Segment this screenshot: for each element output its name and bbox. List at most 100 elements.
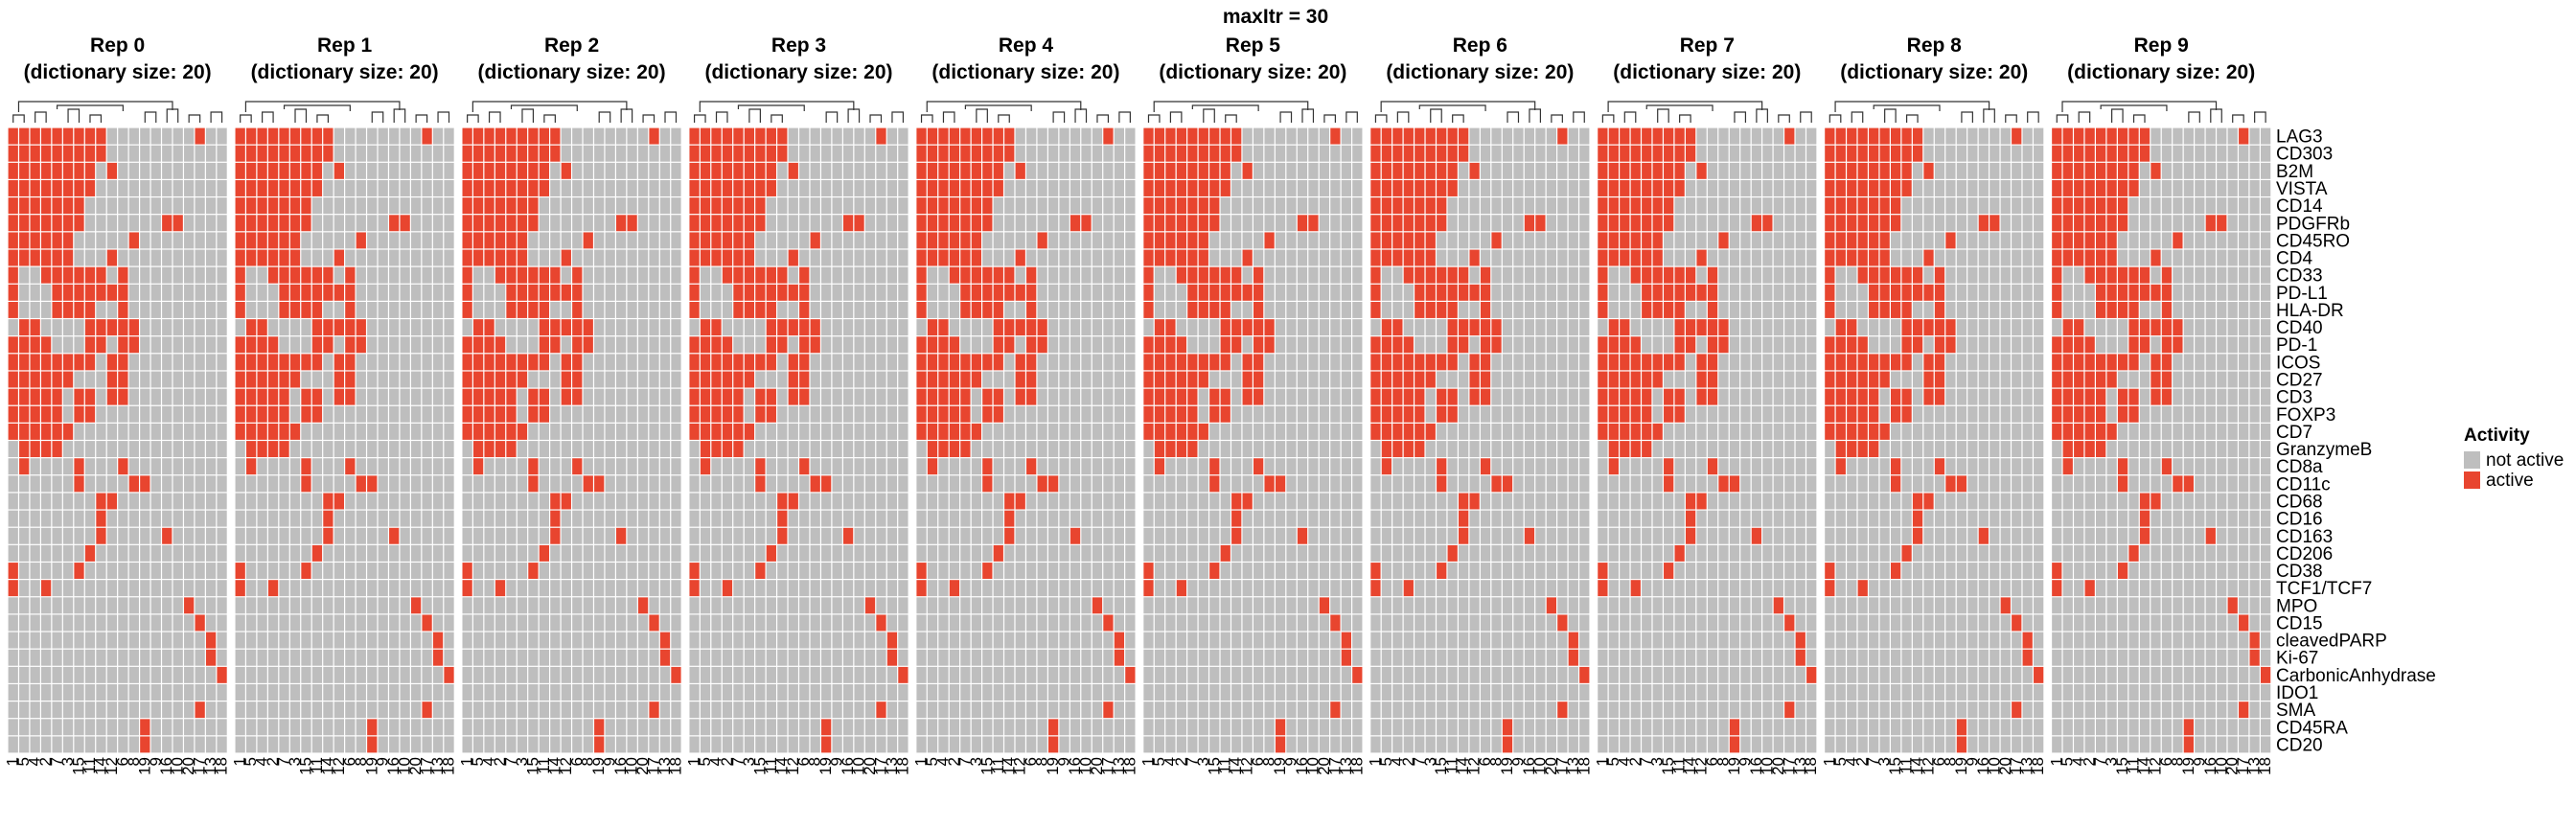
heatmap-cell [217, 666, 227, 683]
heatmap-cell [722, 684, 733, 701]
heatmap-cell [1392, 266, 1403, 284]
heatmap-cell [1198, 423, 1208, 440]
heatmap-cell [627, 580, 637, 597]
heatmap-cell [19, 215, 30, 232]
heatmap-cell [1231, 649, 1242, 666]
heatmap-cell [128, 684, 139, 701]
heatmap-cell [462, 215, 472, 232]
heatmap-cell [1524, 319, 1535, 336]
heatmap-cell [494, 719, 506, 736]
heatmap-cell [8, 580, 18, 597]
heatmap-cell [444, 145, 454, 162]
heatmap-cell [410, 475, 422, 493]
heatmap-cell [422, 493, 432, 510]
heatmap-cell [1047, 493, 1059, 510]
heatmap-cell [993, 249, 1003, 266]
heatmap-cell [1381, 266, 1392, 284]
column-label: 14 [772, 757, 791, 775]
heatmap-cell [1037, 632, 1047, 649]
heatmap-cell [62, 336, 74, 354]
heatmap-cell [637, 597, 649, 614]
heatmap-cell [257, 563, 267, 580]
heatmap-cell [1502, 371, 1513, 388]
heatmap-cell [627, 127, 637, 145]
heatmap-cell [217, 475, 227, 493]
heatmap-cell [1414, 336, 1425, 354]
heatmap-cell [19, 423, 30, 440]
heatmap-cell [1308, 580, 1319, 597]
heatmap-cell [323, 162, 334, 179]
heatmap-cell [777, 702, 788, 719]
heatmap-cell [172, 441, 183, 458]
heatmap-cell [766, 702, 776, 719]
heatmap-cell [205, 405, 217, 423]
heatmap-cell [484, 632, 494, 649]
heatmap-cell [1254, 544, 1264, 562]
heatmap-cell [279, 405, 289, 423]
heatmap-cell [1176, 127, 1187, 145]
heatmap-cell [400, 510, 410, 527]
heatmap-cell [1535, 405, 1546, 423]
heatmap-cell [19, 614, 30, 632]
heatmap-cell [1125, 319, 1136, 336]
heatmap-cell [74, 580, 84, 597]
heatmap-cell [1264, 388, 1275, 405]
heatmap-cell [1341, 649, 1351, 666]
heatmap-cell [367, 215, 378, 232]
heatmap-cell [637, 736, 649, 753]
heatmap-cell [1004, 544, 1015, 562]
heatmap-cell [886, 493, 898, 510]
heatmap-cell [938, 371, 949, 388]
heatmap-cell [1209, 423, 1220, 440]
heatmap-cell [949, 649, 960, 666]
heatmap-cell [1502, 301, 1513, 318]
heatmap-cell [733, 614, 744, 632]
heatmap-cell [1092, 249, 1103, 266]
heatmap-cell [1081, 632, 1092, 649]
heatmap-cell [1047, 580, 1059, 597]
heatmap-cell [1198, 301, 1208, 318]
heatmap-cell [1447, 441, 1458, 458]
heatmap-cell [1513, 162, 1524, 179]
column-label: 5 [923, 757, 941, 766]
heatmap-cell [494, 232, 506, 249]
heatmap-cell [1114, 388, 1125, 405]
heatmap-cell [842, 614, 854, 632]
heatmap-cell [1437, 249, 1447, 266]
heatmap-cell [334, 388, 344, 405]
heatmap-cell [323, 284, 334, 301]
heatmap-cell [62, 614, 74, 632]
heatmap-cell [432, 336, 444, 354]
heatmap-cell [1535, 284, 1546, 301]
heatmap-cell [1557, 423, 1568, 440]
figure-title: maxItr = 30 [1223, 6, 1328, 28]
heatmap-cell [949, 458, 960, 475]
heatmap-cell [52, 354, 62, 371]
heatmap-cell [927, 301, 938, 318]
heatmap-cell [172, 719, 183, 736]
heatmap-cell [1143, 736, 1154, 753]
column-label: 17 [871, 757, 889, 775]
heatmap-cell [1381, 405, 1392, 423]
heatmap-cell [711, 336, 722, 354]
heatmap-cell [1231, 197, 1242, 215]
heatmap-cell [356, 284, 366, 301]
column-label: 2 [36, 757, 55, 766]
heatmap-cell [1047, 162, 1059, 179]
heatmap-cell [1568, 162, 1578, 179]
heatmap-cell [1231, 441, 1242, 458]
heatmap-cell [1502, 493, 1513, 510]
heatmap-cell [1352, 510, 1363, 527]
heatmap-cell [96, 371, 106, 388]
heatmap-cell [1037, 702, 1047, 719]
heatmap-cell [722, 249, 733, 266]
heatmap-cell [494, 614, 506, 632]
heatmap-cell [267, 405, 279, 423]
heatmap-cell [1437, 232, 1447, 249]
heatmap-cell [1165, 423, 1176, 440]
heatmap-cell [1381, 354, 1392, 371]
heatmap-cell [1330, 232, 1341, 249]
heatmap-cell [1187, 527, 1198, 544]
heatmap-cell [1070, 301, 1081, 318]
heatmap-cell [8, 458, 18, 475]
